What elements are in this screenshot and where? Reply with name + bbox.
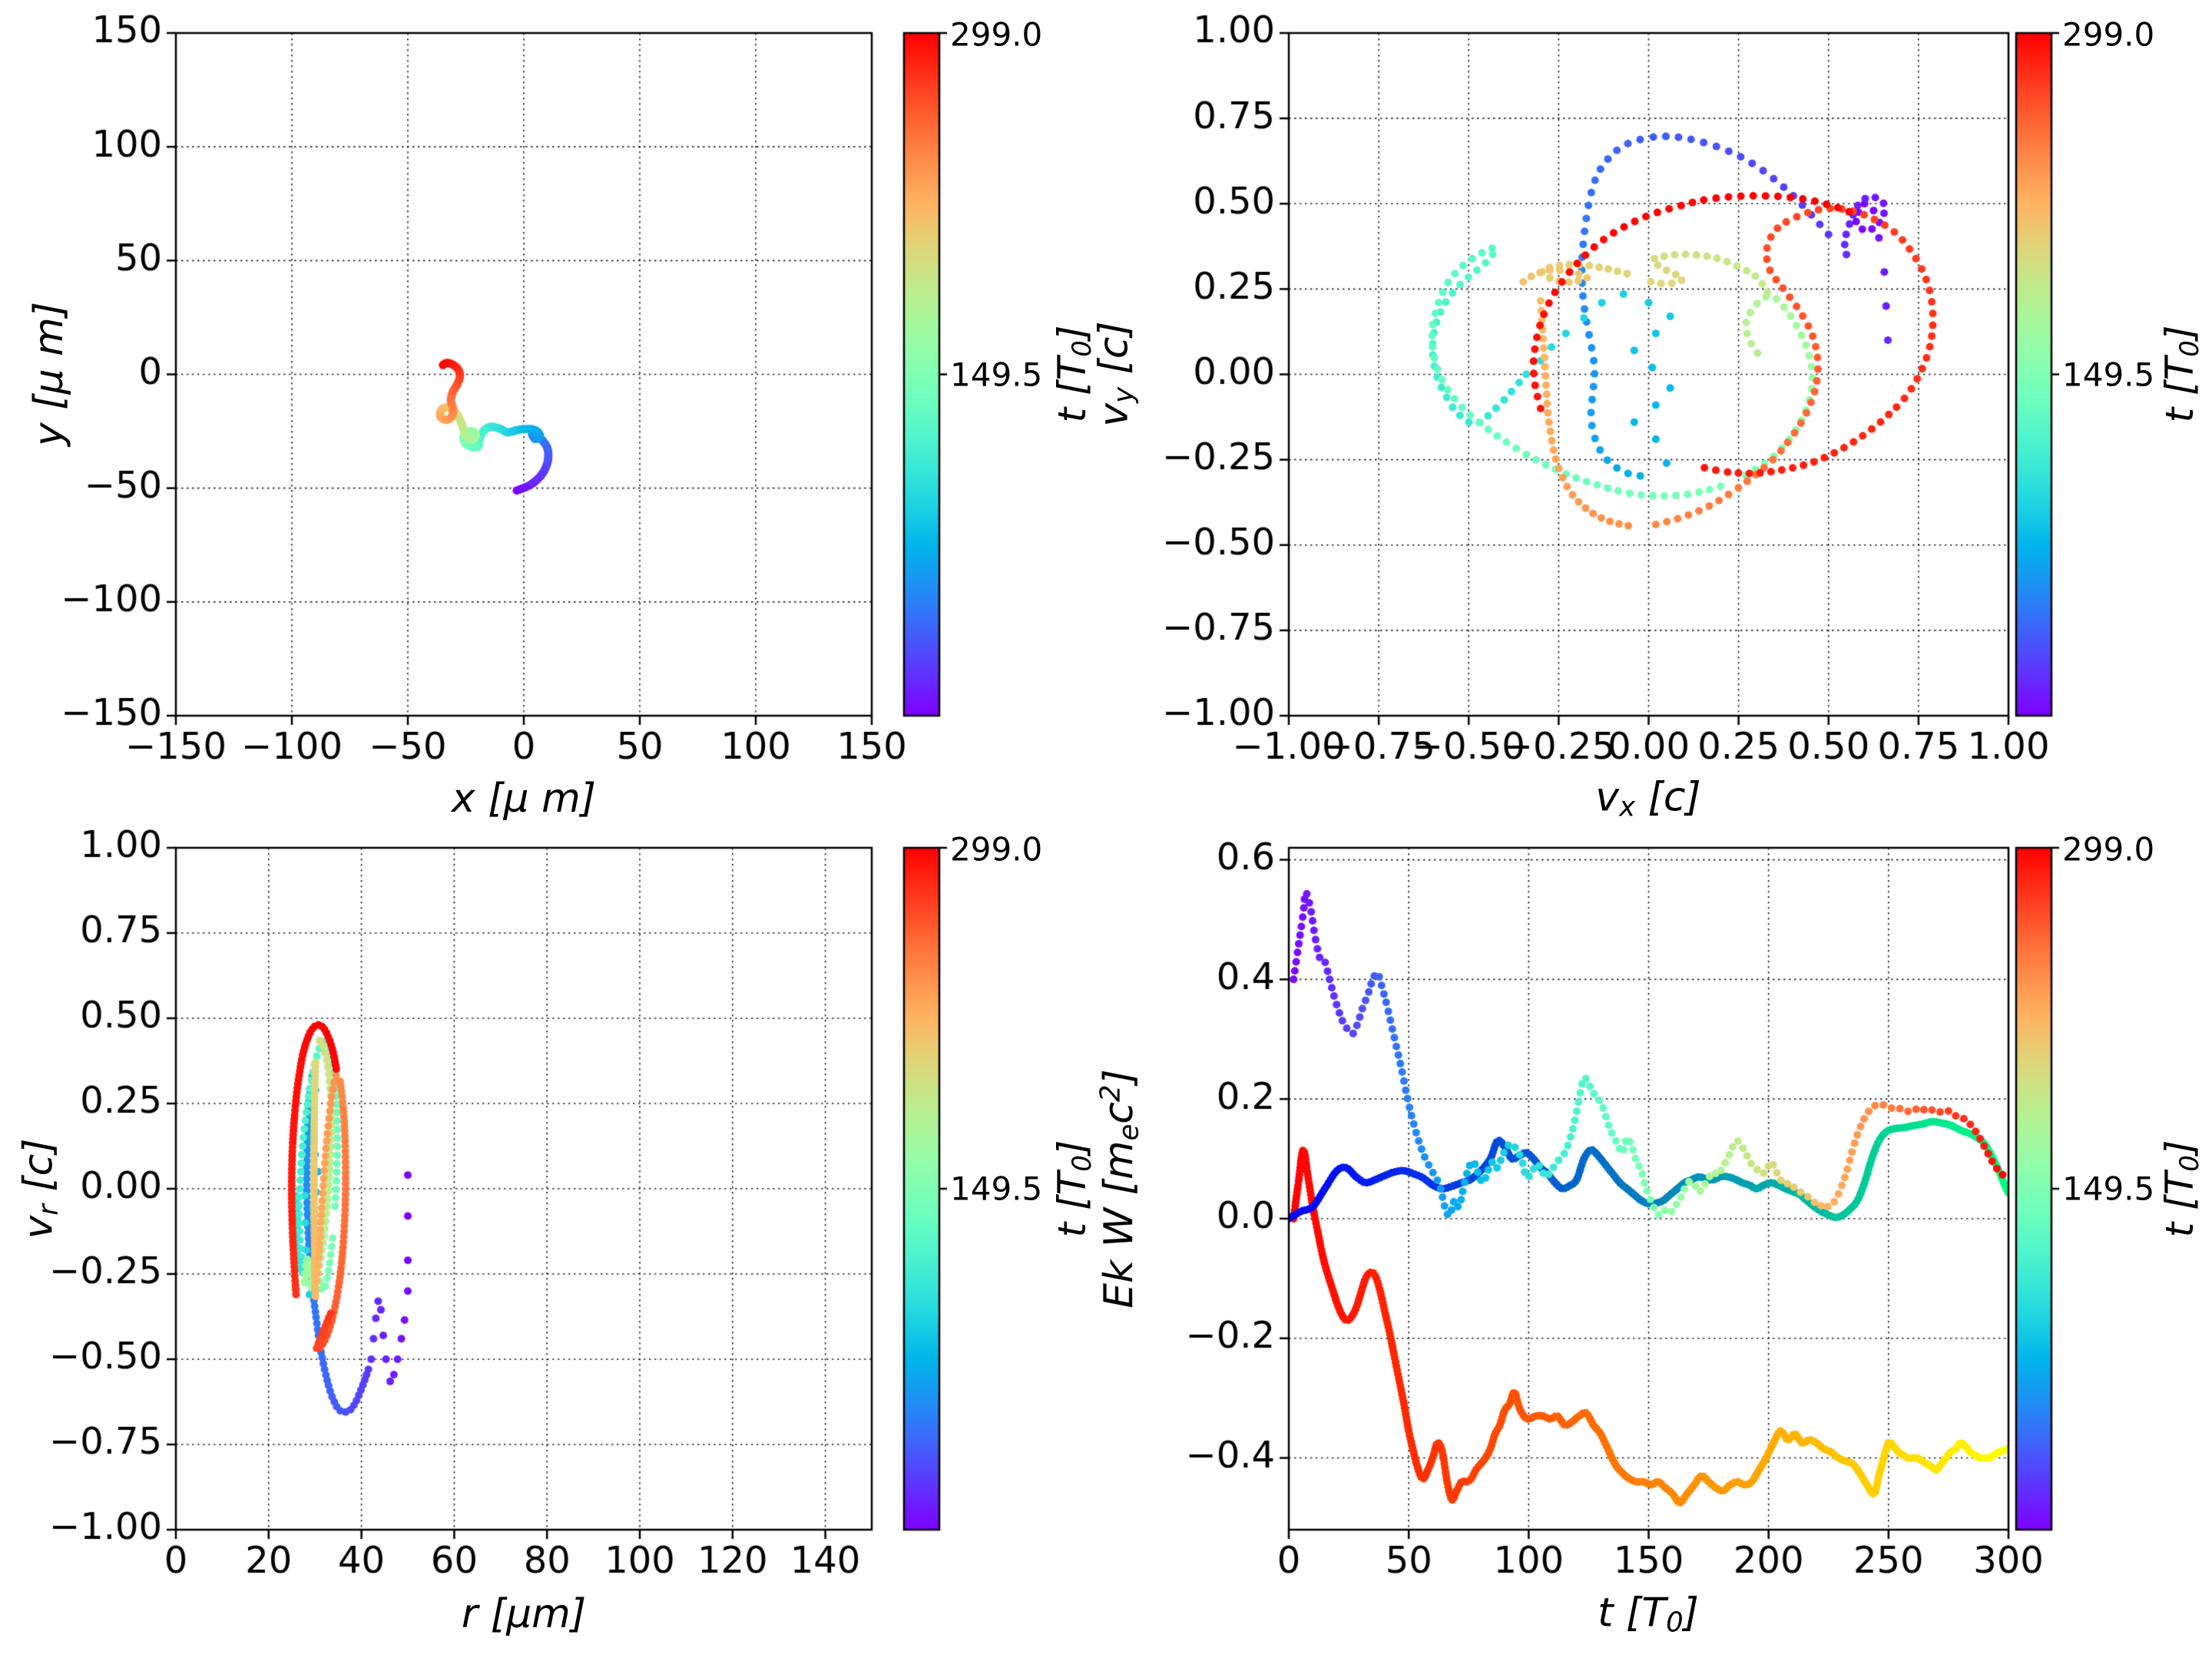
bl-ylabel: vr [c] — [15, 1138, 64, 1239]
label-part: ] — [2157, 1140, 2202, 1156]
tl-colorbar-tick-mid: 149.5 — [950, 356, 1043, 394]
tr-colorbar-tick-mid: 149.5 — [2062, 356, 2155, 394]
label-part: [ — [1049, 1195, 1094, 1223]
label-part: Ek W — [1096, 1207, 1143, 1309]
label-part: t — [2157, 1222, 2202, 1238]
label-part: ] — [1049, 325, 1094, 341]
label-part: x [μ m] — [451, 776, 597, 822]
label-part: T — [1641, 1590, 1667, 1636]
label-part: [c] — [15, 1138, 62, 1205]
label-part: e — [1113, 1123, 1145, 1141]
tr-ylabel: vy [c] — [1091, 321, 1139, 426]
br-colorbar-tick-max: 299.0 — [2062, 830, 2155, 869]
bl-colorbar-tick-mid: 149.5 — [950, 1170, 1043, 1208]
label-part: 0 — [1067, 340, 1098, 357]
label-part: T — [2157, 356, 2202, 381]
label-part: [c] — [1635, 774, 1701, 821]
label-part: [ — [2157, 1195, 2202, 1223]
label-part: t — [1598, 1590, 1614, 1636]
label-part: x — [1619, 791, 1636, 823]
label-part: T — [1049, 356, 1094, 381]
label-part: [ — [2157, 380, 2202, 408]
label-part: ] — [2157, 325, 2202, 341]
tr-colorbar-label: t [T0] — [2157, 326, 2205, 423]
label-part: [c] — [1091, 321, 1137, 387]
bl-colorbar-label: t [T0] — [1050, 1140, 1098, 1238]
label-part: r [μm] — [461, 1591, 587, 1637]
tl-colorbar-tick-max: 299.0 — [950, 15, 1043, 54]
br-colorbar-tick-mid: 149.5 — [2062, 1170, 2155, 1208]
label-part: t — [1049, 1222, 1094, 1238]
label-part: t — [1049, 407, 1094, 423]
label-part: v — [15, 1215, 62, 1239]
label-part: ] — [1049, 1140, 1094, 1156]
label-part: [ — [1613, 1590, 1642, 1636]
label-part: 0 — [1666, 1606, 1684, 1639]
tr-colorbar-tick-max: 299.0 — [2062, 15, 2155, 54]
label-part: 2 — [1094, 1084, 1127, 1103]
br-colorbar-label: t [T0] — [2157, 1140, 2205, 1238]
label-part: T — [2157, 1171, 2202, 1196]
tl-xlabel: x [μ m] — [452, 776, 596, 822]
label-part: 0 — [2174, 1155, 2206, 1172]
label-part: t — [2157, 407, 2202, 423]
label-part: m — [1096, 1140, 1143, 1180]
bl-xlabel: r [μm] — [462, 1591, 586, 1637]
bl-colorbar-tick-max: 299.0 — [950, 830, 1043, 869]
br-xlabel: t [T0] — [1598, 1590, 1699, 1638]
label-part: T — [1049, 1171, 1094, 1196]
label-part: 0 — [1067, 1155, 1098, 1172]
label-part: [ — [1096, 1180, 1143, 1208]
label-part: [ — [1049, 380, 1094, 408]
label-part: 0 — [2174, 340, 2206, 357]
tr-xlabel: vx [c] — [1595, 774, 1700, 822]
tl-ylabel: y [μ m] — [26, 302, 72, 446]
label-part: ] — [1683, 1590, 1699, 1636]
label-part: c — [1096, 1102, 1143, 1124]
br-ylabel: Ek W [mec2] — [1095, 1069, 1145, 1309]
label-part: y — [1108, 386, 1140, 403]
label-part: v — [1595, 774, 1620, 821]
label-part: ] — [1096, 1069, 1143, 1085]
label-part: y [μ m] — [26, 301, 72, 447]
label-part: r — [32, 1204, 65, 1216]
label-part: v — [1091, 402, 1137, 427]
tl-colorbar-label: t [T0] — [1050, 326, 1098, 423]
